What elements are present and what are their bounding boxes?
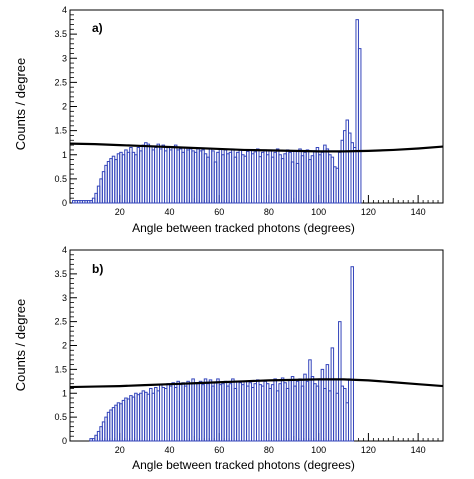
histogram-series <box>89 266 354 442</box>
y-tick-label: 0.5 <box>54 412 67 422</box>
y-tick-label: 4 <box>62 245 67 255</box>
y-tick-label: 3.5 <box>54 269 67 279</box>
panel-label: a) <box>92 21 103 35</box>
y-tick-label: 0 <box>62 198 67 208</box>
y-tick-label: 1.5 <box>54 364 67 374</box>
histogram-bin <box>350 266 354 442</box>
y-tick-label: 2.5 <box>54 317 67 327</box>
y-tick-label: 1.5 <box>54 126 67 136</box>
x-tick-label: 60 <box>214 445 224 455</box>
histogram-series <box>71 19 362 204</box>
histogram-bin <box>357 48 362 204</box>
y-tick-label: 2.5 <box>54 77 67 87</box>
fit-curve <box>69 378 444 389</box>
panel-b: 0 0.5 1 1.5 2 2.5 3 3.5 4 20 40 60 80 100 120 140 b) Angl… <box>13 245 444 472</box>
x-tick-label: 20 <box>115 207 125 217</box>
x-tick-label: 40 <box>164 445 174 455</box>
x-tick-label: 60 <box>214 207 224 217</box>
x-tick-label: 140 <box>411 445 426 455</box>
y-tick-label: 3 <box>62 293 67 303</box>
x-tick-label: 120 <box>361 445 376 455</box>
x-axis-label: Angle between tracked photons (degrees) <box>132 221 355 235</box>
y-tick-label: 1 <box>62 388 67 398</box>
y-tick-label: 0.5 <box>54 174 67 184</box>
fit-curve <box>69 142 444 153</box>
panel-a: 0 0.5 1 1.5 2 2.5 3 3.5 4 20 40 60 80 100 120 140 a) Angl… <box>13 5 444 235</box>
y-tick-label: 2 <box>62 102 67 112</box>
y-tick-label: 0 <box>62 436 67 446</box>
y-tick-label: 3.5 <box>54 29 67 39</box>
x-tick-label: 100 <box>311 445 326 455</box>
y-tick-label: 2 <box>62 341 67 351</box>
panel-label: b) <box>92 262 103 276</box>
x-tick-label: 120 <box>361 207 376 217</box>
y-tick-label: 3 <box>62 53 67 63</box>
y-axis-label: Counts / degree <box>13 299 28 392</box>
x-axis-label: Angle between tracked photons (degrees) <box>132 458 355 472</box>
y-tick-label: 1 <box>62 150 67 160</box>
histogram-bin <box>338 321 342 442</box>
x-tick-label: 100 <box>311 207 326 217</box>
x-tick-label: 80 <box>264 207 274 217</box>
x-tick-label: 80 <box>264 445 274 455</box>
y-axis-label: Counts / degree <box>13 58 28 151</box>
y-tick-label: 4 <box>62 5 67 15</box>
x-tick-label: 140 <box>411 207 426 217</box>
x-tick-label: 20 <box>115 445 125 455</box>
x-tick-label: 40 <box>164 207 174 217</box>
